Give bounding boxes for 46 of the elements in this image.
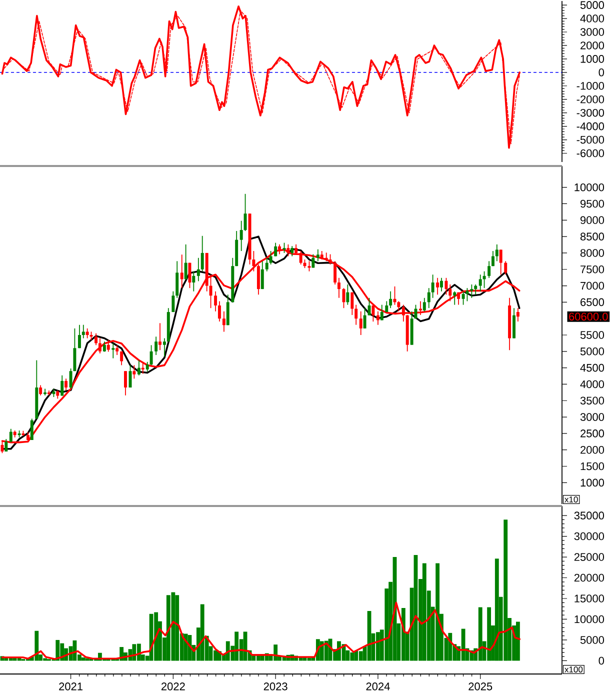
y-tick-label: 30000 xyxy=(574,532,604,540)
y-tick-label: 2000 xyxy=(580,42,604,50)
y-tick-label: 7500 xyxy=(580,265,604,274)
y-tick-label: 10000 xyxy=(574,183,604,192)
y-tick-label: 5000 xyxy=(580,348,604,356)
x-tick-label: 2025 xyxy=(468,682,492,690)
y-tick-label: 1000 xyxy=(580,55,604,63)
y-tick-label: 2500 xyxy=(580,430,604,438)
y-tick-label: 3000 xyxy=(580,28,604,36)
y-tick-label: 5000 xyxy=(580,1,604,9)
y-tick-label: 7000 xyxy=(580,282,604,290)
y-tick-label: 4000 xyxy=(580,14,604,22)
text: x10 xyxy=(564,496,578,502)
y-tick-label: 8500 xyxy=(580,232,604,240)
x-tick-label: 2022 xyxy=(161,682,185,690)
y-tick-label: -4000 xyxy=(576,122,604,130)
y-tick-label: 35000 xyxy=(574,512,604,520)
y-tick-label: 1000 xyxy=(580,478,604,487)
y-tick-label: 4000 xyxy=(580,380,604,388)
y-tick-label: 20000 xyxy=(574,574,604,582)
y-tick-label: 8000 xyxy=(580,249,604,257)
x-tick-label: 2021 xyxy=(59,682,82,690)
y-tick-label: 1500 xyxy=(580,462,604,470)
y-tick-label: 15000 xyxy=(574,594,604,602)
y-tick-label: 10000 xyxy=(574,615,604,624)
y-tick-label: 3500 xyxy=(580,396,604,405)
y-tick-label: -5000 xyxy=(576,136,604,144)
y-tick-label: 5500 xyxy=(580,331,604,339)
y-tick-label: -2000 xyxy=(576,95,604,104)
y-tick-label: 3000 xyxy=(580,413,604,421)
y-tick-label: 0 xyxy=(598,68,604,76)
y-tick-label: 9500 xyxy=(580,200,604,208)
y-tick-label: 25000 xyxy=(574,553,604,561)
y-tick-label: -3000 xyxy=(576,108,604,117)
y-tick-label: -1000 xyxy=(576,82,604,90)
y-tick-label: 0 xyxy=(598,656,604,665)
text: 60600.0 xyxy=(569,312,608,321)
y-tick-label: 2000 xyxy=(580,446,604,454)
text: x100 xyxy=(564,666,583,672)
y-tick-label: 5000 xyxy=(580,636,604,644)
y-tick-label: 9000 xyxy=(580,216,604,224)
y-tick-label: 4500 xyxy=(580,364,604,372)
y-tick-label: -6000 xyxy=(576,149,604,158)
x-tick-label: 2023 xyxy=(264,682,288,690)
x-tick-label: 2024 xyxy=(366,682,390,690)
y-tick-label: 6500 xyxy=(580,298,604,306)
